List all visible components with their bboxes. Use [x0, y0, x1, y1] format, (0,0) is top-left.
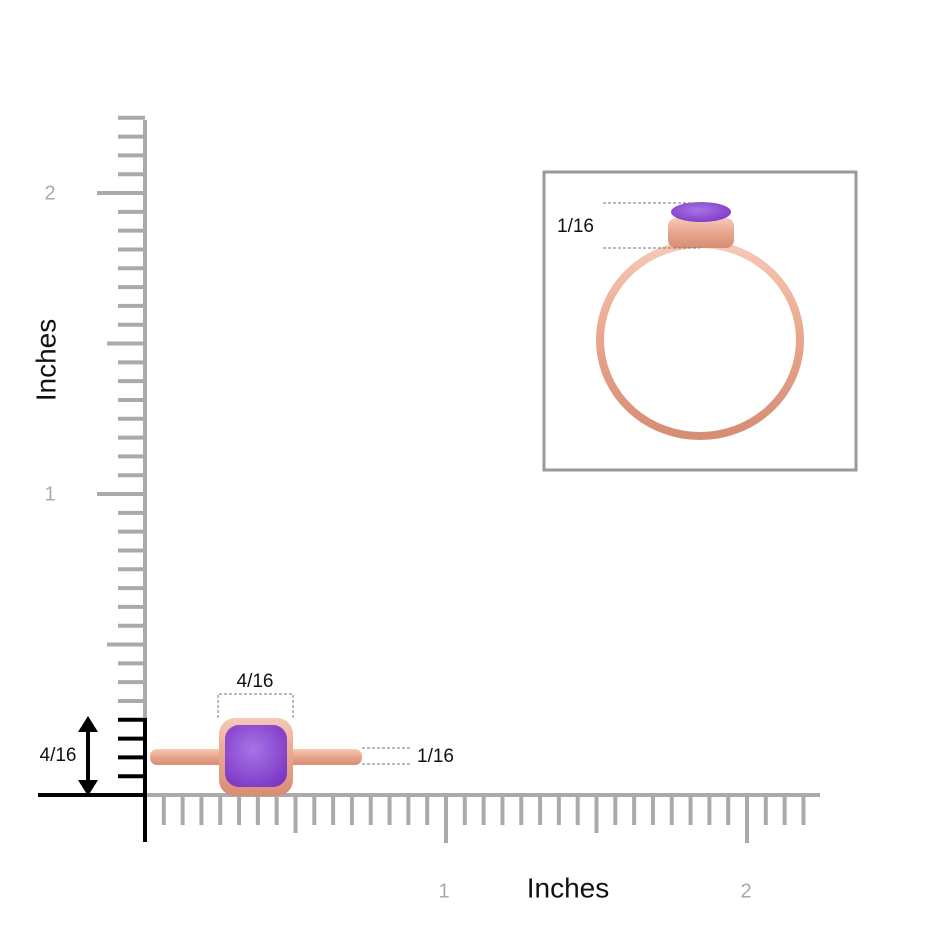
height-label: 4/16 — [40, 745, 77, 766]
thickness-label: 1/16 — [417, 746, 454, 767]
arrow-head — [78, 780, 98, 796]
inset-label: 1/16 — [557, 216, 594, 237]
width-label: 4/16 — [237, 671, 274, 692]
arrow-head — [78, 716, 98, 732]
gemstone — [225, 725, 287, 787]
ruler-ticks — [97, 115, 806, 843]
y-label: 2 — [44, 182, 55, 204]
x-title: Inches — [527, 872, 610, 903]
x-label: 2 — [740, 880, 751, 902]
width-guide — [217, 693, 294, 718]
y-label: 1 — [44, 483, 55, 505]
x-label: 1 — [438, 880, 449, 902]
inset-gemstone — [671, 202, 731, 222]
y-title: Inches — [30, 319, 61, 402]
inset-bezel — [668, 218, 734, 248]
